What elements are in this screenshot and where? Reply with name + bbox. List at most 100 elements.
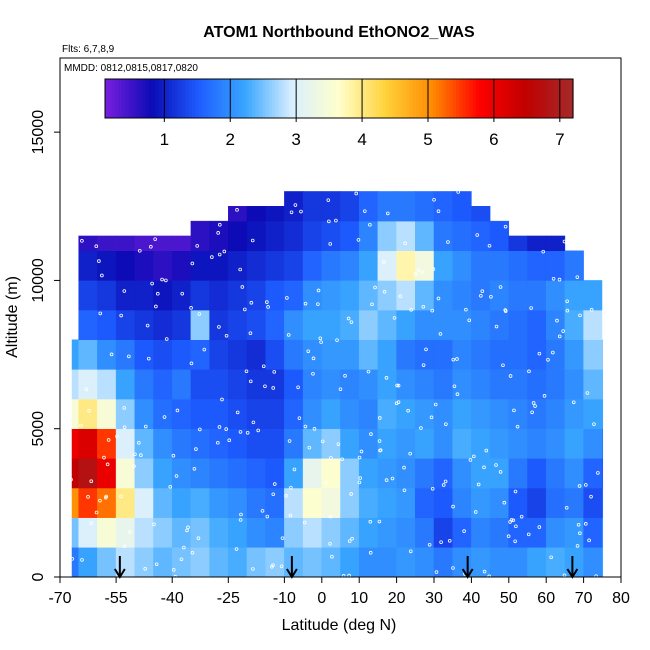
heatmap-cell: [452, 250, 472, 281]
sample-point: [479, 293, 483, 298]
colorbar-segment: [362, 79, 367, 118]
heatmap-cell: [415, 428, 435, 459]
heatmap-cell: [433, 369, 453, 400]
sample-point: [210, 255, 214, 259]
heatmap-cell: [358, 517, 379, 548]
heatmap-cell: [134, 369, 154, 400]
heatmap-cell: [564, 458, 584, 489]
heatmap-cell: [134, 517, 154, 548]
heatmap-cell: [433, 250, 453, 281]
heatmap-cell: [246, 487, 266, 518]
heatmap-cell: [545, 547, 566, 578]
sample-point: [179, 557, 184, 562]
colorbar-segment: [175, 79, 180, 118]
sample-point: [318, 336, 323, 341]
sample-point: [537, 525, 542, 529]
heatmap-cell: [471, 547, 491, 578]
heatmap-cell: [171, 398, 192, 429]
sample-point: [413, 272, 418, 276]
y-axis-label: Altitude (m): [4, 276, 21, 358]
heatmap-cell: [153, 547, 173, 578]
heatmap-cell: [115, 458, 136, 489]
heatmap-cell: [340, 487, 360, 518]
heatmap-cell: [527, 235, 547, 252]
sample-point: [455, 357, 459, 361]
heatmap-cell: [246, 398, 266, 429]
heatmap-cell: [489, 309, 510, 340]
sample-point: [248, 331, 253, 336]
colorbar-segment: [529, 79, 534, 118]
colorbar-tick-label: 1: [160, 130, 169, 149]
colorbar-segment: [345, 79, 350, 118]
heatmap-cell: [265, 206, 285, 222]
sample-point: [280, 536, 285, 540]
heatmap-cell: [171, 547, 192, 578]
heatmap-cell: [246, 547, 266, 578]
sample-point: [149, 244, 153, 249]
sample-point: [571, 400, 576, 405]
heatmap-cell: [489, 280, 510, 311]
sample-point: [515, 424, 520, 429]
sample-point: [122, 406, 127, 410]
heatmap-cell: [489, 398, 510, 429]
heatmap-cell: [190, 517, 210, 548]
heatmap-cell: [377, 220, 397, 252]
sample-point: [137, 440, 141, 445]
sample-point: [358, 476, 363, 480]
sample-point: [408, 451, 412, 456]
heatmap-cell: [190, 398, 210, 429]
sample-point: [589, 494, 593, 499]
heatmap-cell: [97, 428, 117, 459]
heatmap-cell: [115, 309, 136, 340]
x-axis: -70 -55 -40 -25 -10 0 10 20 30 40 50 60 70 80: [48, 577, 630, 607]
sample-point: [316, 302, 320, 306]
heatmap-cell: [508, 280, 528, 311]
sample-point: [406, 408, 410, 413]
sample-point: [198, 427, 202, 432]
heatmap-cell: [340, 428, 360, 459]
colorbar-segment: [285, 79, 290, 118]
heatmap-cell: [302, 220, 323, 252]
sample-point: [551, 276, 556, 281]
sample-point: [480, 289, 485, 293]
sample-point: [286, 333, 291, 337]
heatmap-cell: [284, 517, 304, 548]
sample-point: [326, 198, 331, 202]
colorbar-segment: [255, 79, 260, 118]
heatmap-cell: [545, 235, 566, 252]
colorbar-segment: [372, 79, 377, 118]
colorbar-segment: [128, 79, 133, 118]
sample-point: [145, 323, 150, 328]
colorbar-segment: [445, 79, 450, 118]
sample-point: [432, 197, 436, 202]
heatmap-cell: [415, 309, 435, 340]
sample-point: [102, 455, 106, 460]
sample-point: [378, 448, 382, 453]
colorbar-segment: [242, 79, 246, 118]
sample-point: [359, 449, 364, 454]
sample-point: [575, 544, 580, 548]
sample-point: [251, 567, 255, 571]
heatmap-cell: [209, 458, 229, 489]
heatmap-cell: [153, 280, 173, 311]
colorbar-segment: [222, 79, 226, 118]
sample-point: [217, 252, 222, 257]
sample-point: [589, 307, 594, 312]
flights-label: Flts: 6,7,8,9: [62, 44, 115, 55]
sample-point: [265, 514, 270, 519]
heatmap-cell: [396, 517, 416, 548]
heatmap-cell: [452, 487, 472, 518]
sample-point: [565, 308, 570, 313]
sample-point: [265, 300, 269, 304]
heatmap-cell: [78, 280, 98, 311]
heatmap-cell: [471, 280, 491, 311]
colorbar-segment: [339, 79, 343, 118]
sample-point: [119, 494, 123, 499]
sample-point: [561, 329, 565, 333]
sample-point: [447, 538, 452, 543]
colorbar-segment: [288, 79, 293, 118]
sample-point: [217, 425, 222, 429]
colorbar-segment: [191, 79, 196, 118]
colorbar-segment: [262, 79, 267, 118]
colorbar-segment: [105, 79, 109, 118]
